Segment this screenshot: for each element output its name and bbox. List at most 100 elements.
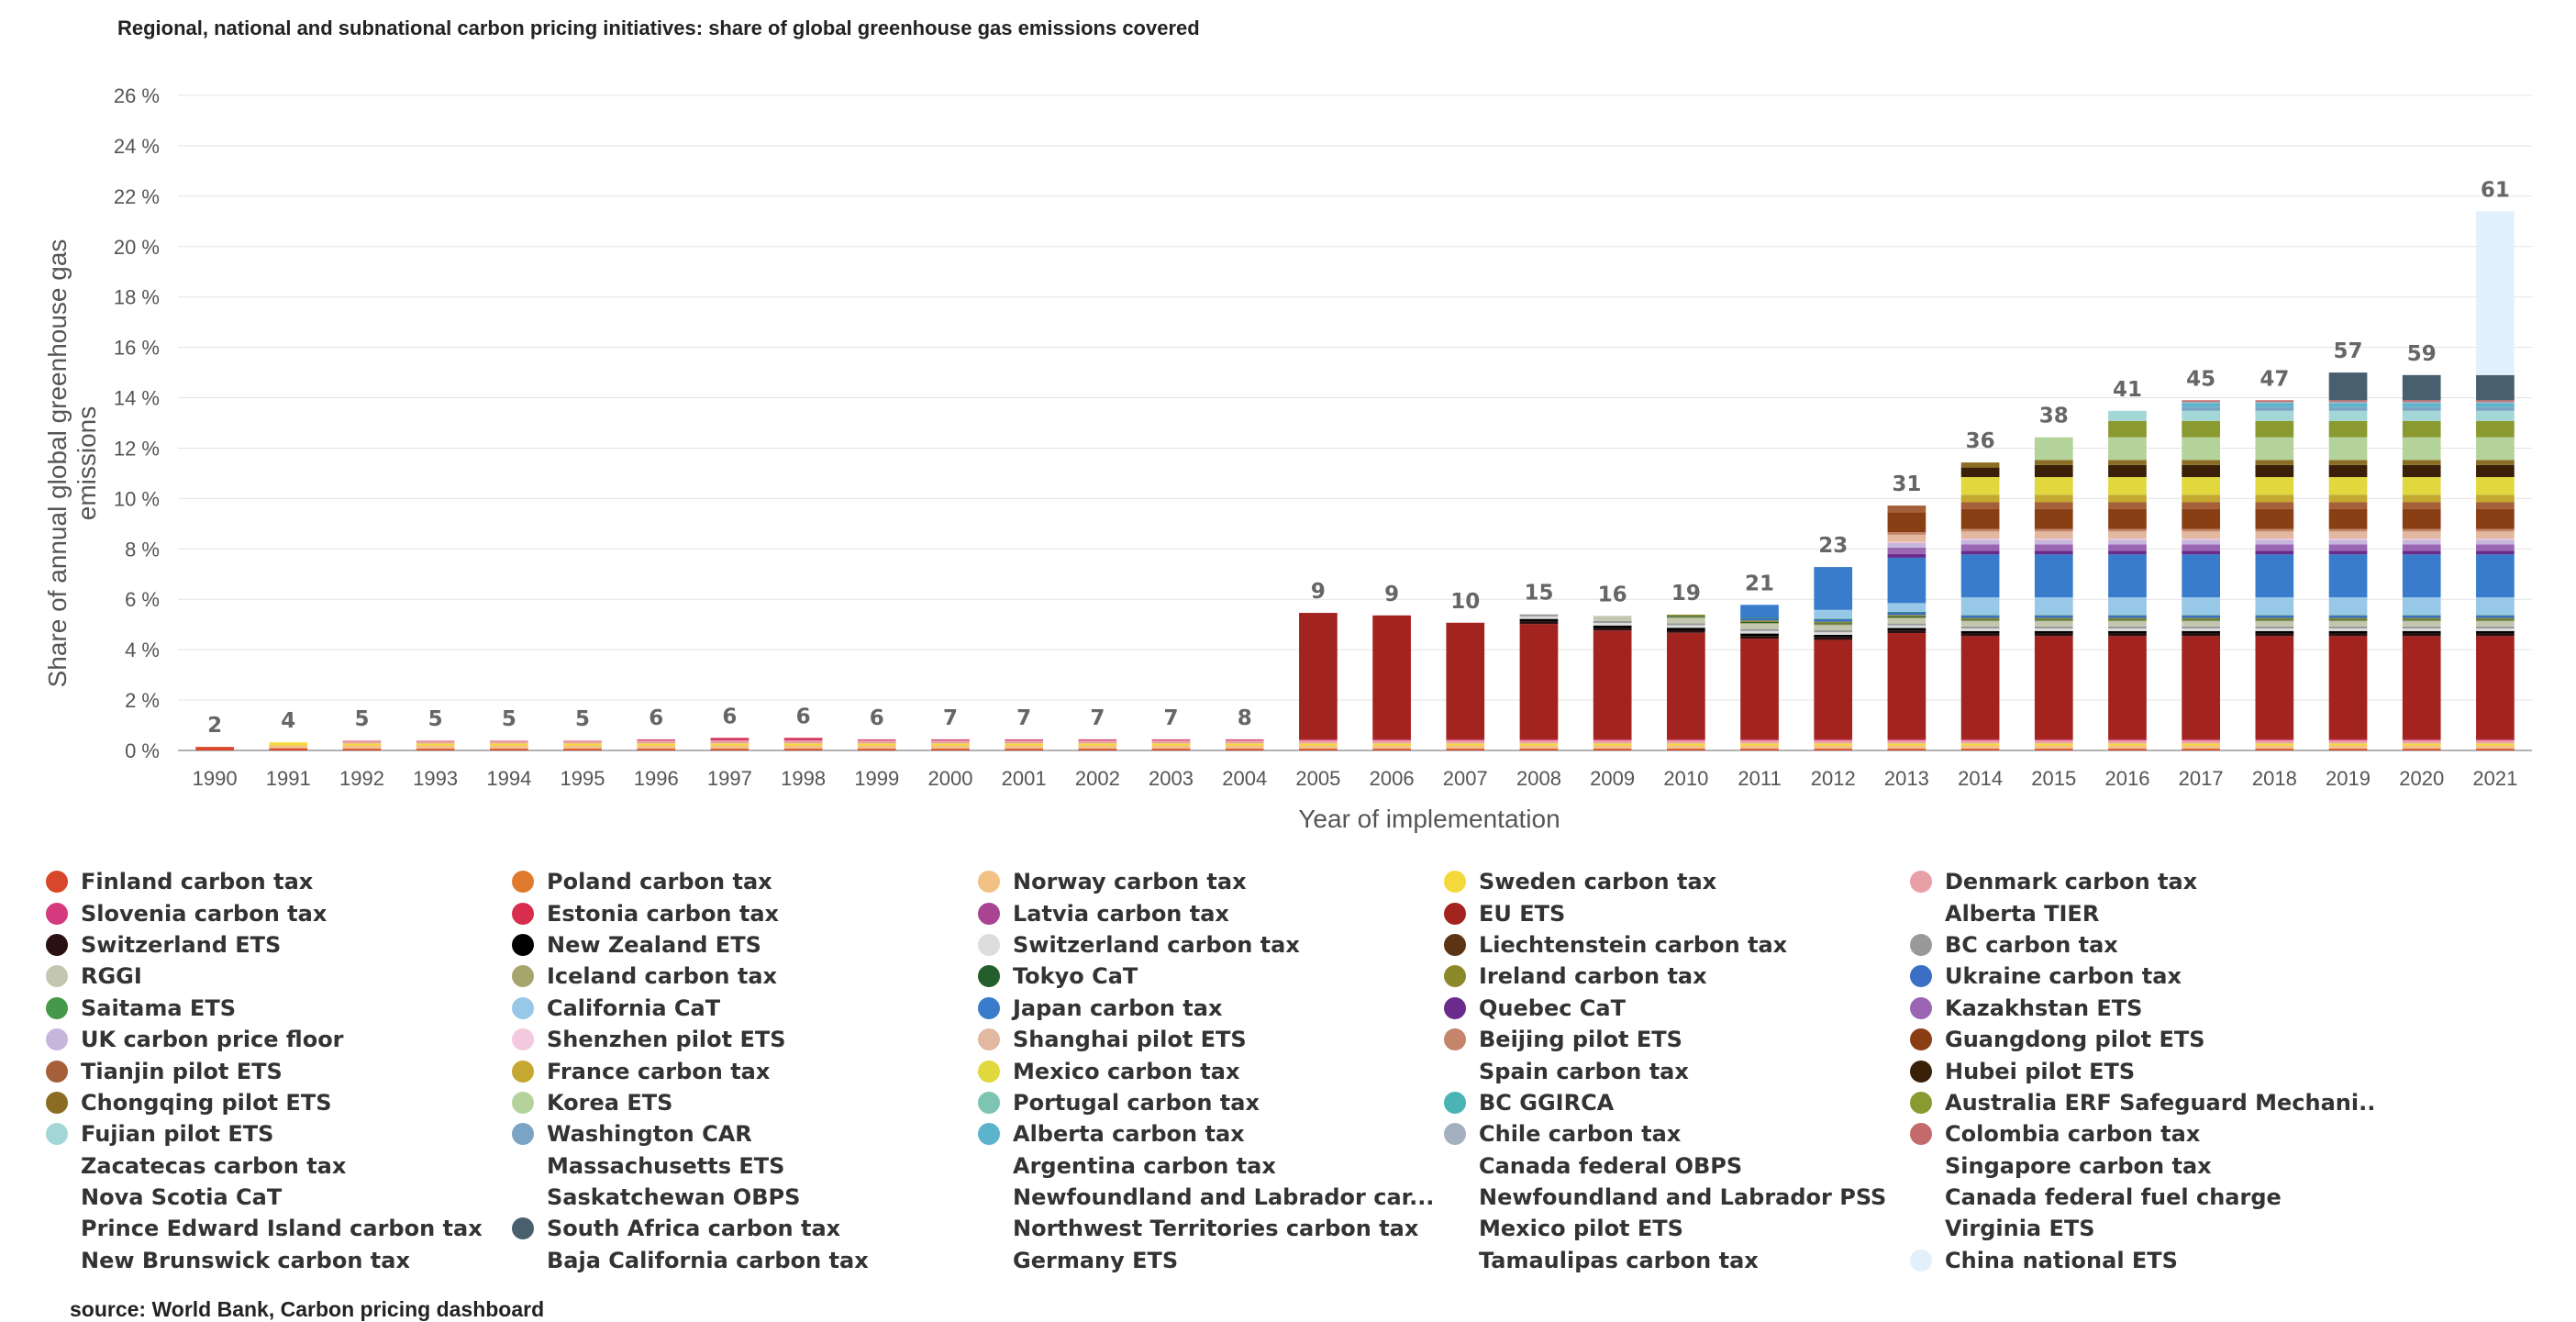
legend-item[interactable]: Tokyo CaT <box>978 961 1444 992</box>
legend-item[interactable]: Washington CAR <box>512 1118 978 1150</box>
bar-segment: Tianjin pilot ETS <box>2255 502 2294 509</box>
legend-item[interactable]: Baja California carbon tax <box>512 1245 978 1276</box>
legend-item[interactable]: Norway carbon tax <box>978 866 1444 897</box>
bar-segment: Denmark carbon tax <box>563 740 602 744</box>
legend-item[interactable]: Alberta TIER <box>1910 897 2376 928</box>
legend-item[interactable]: Latvia carbon tax <box>978 897 1444 928</box>
bar-segment: Tianjin pilot ETS <box>2328 502 2368 509</box>
legend-item[interactable]: Switzerland ETS <box>46 929 512 961</box>
legend-item[interactable]: Virginia ETS <box>1910 1213 2376 1244</box>
legend-item[interactable]: Liechtenstein carbon tax <box>1444 929 1910 961</box>
bar-segment: Norway carbon tax <box>342 745 382 749</box>
legend-item[interactable]: Denmark carbon tax <box>1910 866 2376 897</box>
bar-segment: Finland carbon tax <box>1960 749 2000 750</box>
bar-segment: France carbon tax <box>2476 494 2515 503</box>
legend-item[interactable]: Tianjin pilot ETS <box>46 1055 512 1086</box>
bar-segment: Denmark carbon tax <box>1960 740 2000 744</box>
legend-item[interactable]: Tamaulipas carbon tax <box>1444 1245 1910 1276</box>
legend-item[interactable]: Newfoundland and Labrador PSS <box>1444 1182 1910 1213</box>
legend-item[interactable]: Massachusetts ETS <box>512 1150 978 1182</box>
legend-swatch-icon <box>1910 1154 1932 1177</box>
legend-item[interactable]: Chile carbon tax <box>1444 1118 1910 1150</box>
legend-item[interactable]: Spain carbon tax <box>1444 1055 1910 1086</box>
legend-item[interactable]: EU ETS <box>1444 897 1910 928</box>
bar-segment: Finland carbon tax <box>1372 749 1411 750</box>
x-tick-label: 2012 <box>1811 767 1856 790</box>
bar-segment: Shanghai pilot ETS <box>2255 531 2294 539</box>
legend-item[interactable]: Quebec CaT <box>1444 993 1910 1024</box>
legend-item[interactable]: Colombia carbon tax <box>1910 1118 2376 1150</box>
bar-segment: California CaT <box>2402 597 2441 616</box>
legend-item[interactable]: Germany ETS <box>978 1245 1444 1276</box>
legend-item[interactable]: Slovenia carbon tax <box>46 897 512 928</box>
legend-item[interactable]: Japan carbon tax <box>978 993 1444 1024</box>
legend-item[interactable]: Sweden carbon tax <box>1444 866 1910 897</box>
legend-item[interactable]: Iceland carbon tax <box>512 961 978 992</box>
bar-segment: Switzerland ETS <box>1519 621 1559 625</box>
legend-item[interactable]: Mexico carbon tax <box>978 1055 1444 1086</box>
legend-item[interactable]: BC GGIRCA <box>1444 1087 1910 1118</box>
legend-item[interactable]: China national ETS <box>1910 1245 2376 1276</box>
legend-item[interactable]: France carbon tax <box>512 1055 978 1086</box>
legend-item[interactable]: Hubei pilot ETS <box>1910 1055 2376 1086</box>
legend-item[interactable]: Prince Edward Island carbon tax <box>46 1213 512 1244</box>
legend-item[interactable]: Nova Scotia CaT <box>46 1182 512 1213</box>
legend-label: Tianjin pilot ETS <box>81 1058 283 1084</box>
legend-item[interactable]: Ukraine carbon tax <box>1910 961 2376 992</box>
legend-item[interactable]: BC carbon tax <box>1910 929 2376 961</box>
y-tick-label: 6 % <box>125 588 160 611</box>
bar-segment: Quebec CaT <box>2182 550 2221 555</box>
legend-item[interactable]: New Brunswick carbon tax <box>46 1245 512 1276</box>
legend-item[interactable]: Fujian pilot ETS <box>46 1118 512 1150</box>
legend-item[interactable]: Singapore carbon tax <box>1910 1150 2376 1182</box>
legend-item[interactable]: Saskatchewan OBPS <box>512 1182 978 1213</box>
legend-item[interactable]: Argentina carbon tax <box>978 1150 1444 1182</box>
legend-swatch-icon <box>978 1028 1000 1051</box>
legend-item[interactable]: Guangdong pilot ETS <box>1910 1024 2376 1055</box>
bar-segment: Denmark carbon tax <box>1225 740 1264 744</box>
bar-segment: Australia ERF Safeguard Mechani... <box>2255 420 2294 438</box>
legend-item[interactable]: Alberta carbon tax <box>978 1118 1444 1150</box>
bar-segment: UK carbon price floor <box>1960 539 2000 545</box>
legend-label: EU ETS <box>1479 900 1566 927</box>
legend-item[interactable]: Newfoundland and Labrador car... <box>978 1182 1444 1213</box>
legend-item[interactable]: RGGI <box>46 961 512 992</box>
legend-item[interactable]: Finland carbon tax <box>46 866 512 897</box>
legend-item[interactable]: Zacatecas carbon tax <box>46 1150 512 1182</box>
bar-segment: Saitama ETS <box>2402 615 2441 616</box>
legend-item[interactable]: Shenzhen pilot ETS <box>512 1024 978 1055</box>
bar-segment: Finland carbon tax <box>1005 749 1044 750</box>
legend-item[interactable]: New Zealand ETS <box>512 929 978 961</box>
legend-label: New Brunswick carbon tax <box>81 1247 410 1273</box>
bar-segment: Norway carbon tax <box>1666 745 1705 749</box>
legend-item[interactable]: Poland carbon tax <box>512 866 978 897</box>
legend-item[interactable]: Portugal carbon tax <box>978 1087 1444 1118</box>
legend-item[interactable]: UK carbon price floor <box>46 1024 512 1055</box>
bar-segment: Tokyo CaT <box>2255 619 2294 621</box>
bar-segment: Washington CAR <box>2328 406 2368 411</box>
legend-label: Germany ETS <box>1013 1247 1179 1273</box>
legend-item[interactable]: Shanghai pilot ETS <box>978 1024 1444 1055</box>
legend-item[interactable]: Kazakhstan ETS <box>1910 993 2376 1024</box>
bar-segment: BC carbon tax <box>1740 628 1779 631</box>
legend-item[interactable]: Saitama ETS <box>46 993 512 1024</box>
bar-segment: BC carbon tax <box>1814 630 1853 633</box>
bar-segment: BC carbon tax <box>2182 626 2221 629</box>
legend-item[interactable]: Mexico pilot ETS <box>1444 1213 1910 1244</box>
legend-item[interactable]: Chongqing pilot ETS <box>46 1087 512 1118</box>
legend-item[interactable]: Switzerland carbon tax <box>978 929 1444 961</box>
legend-item[interactable]: Australia ERF Safeguard Mechani... <box>1910 1087 2376 1118</box>
legend-item[interactable]: Northwest Territories carbon tax <box>978 1213 1444 1244</box>
legend-item[interactable]: Korea ETS <box>512 1087 978 1118</box>
bar-segment: France carbon tax <box>2034 494 2073 503</box>
bar-segment: Sweden carbon tax <box>2476 743 2515 746</box>
legend-item[interactable]: California CaT <box>512 993 978 1024</box>
legend-item[interactable]: Canada federal fuel charge <box>1910 1182 2376 1213</box>
legend-item[interactable]: Ireland carbon tax <box>1444 961 1910 992</box>
x-tick-label: 2007 <box>1443 767 1488 790</box>
legend-item[interactable]: Beijing pilot ETS <box>1444 1024 1910 1055</box>
legend-item[interactable]: Estonia carbon tax <box>512 897 978 928</box>
bar-segment: Norway carbon tax <box>931 745 970 749</box>
legend-item[interactable]: Canada federal OBPS <box>1444 1150 1910 1182</box>
legend-item[interactable]: South Africa carbon tax <box>512 1213 978 1244</box>
